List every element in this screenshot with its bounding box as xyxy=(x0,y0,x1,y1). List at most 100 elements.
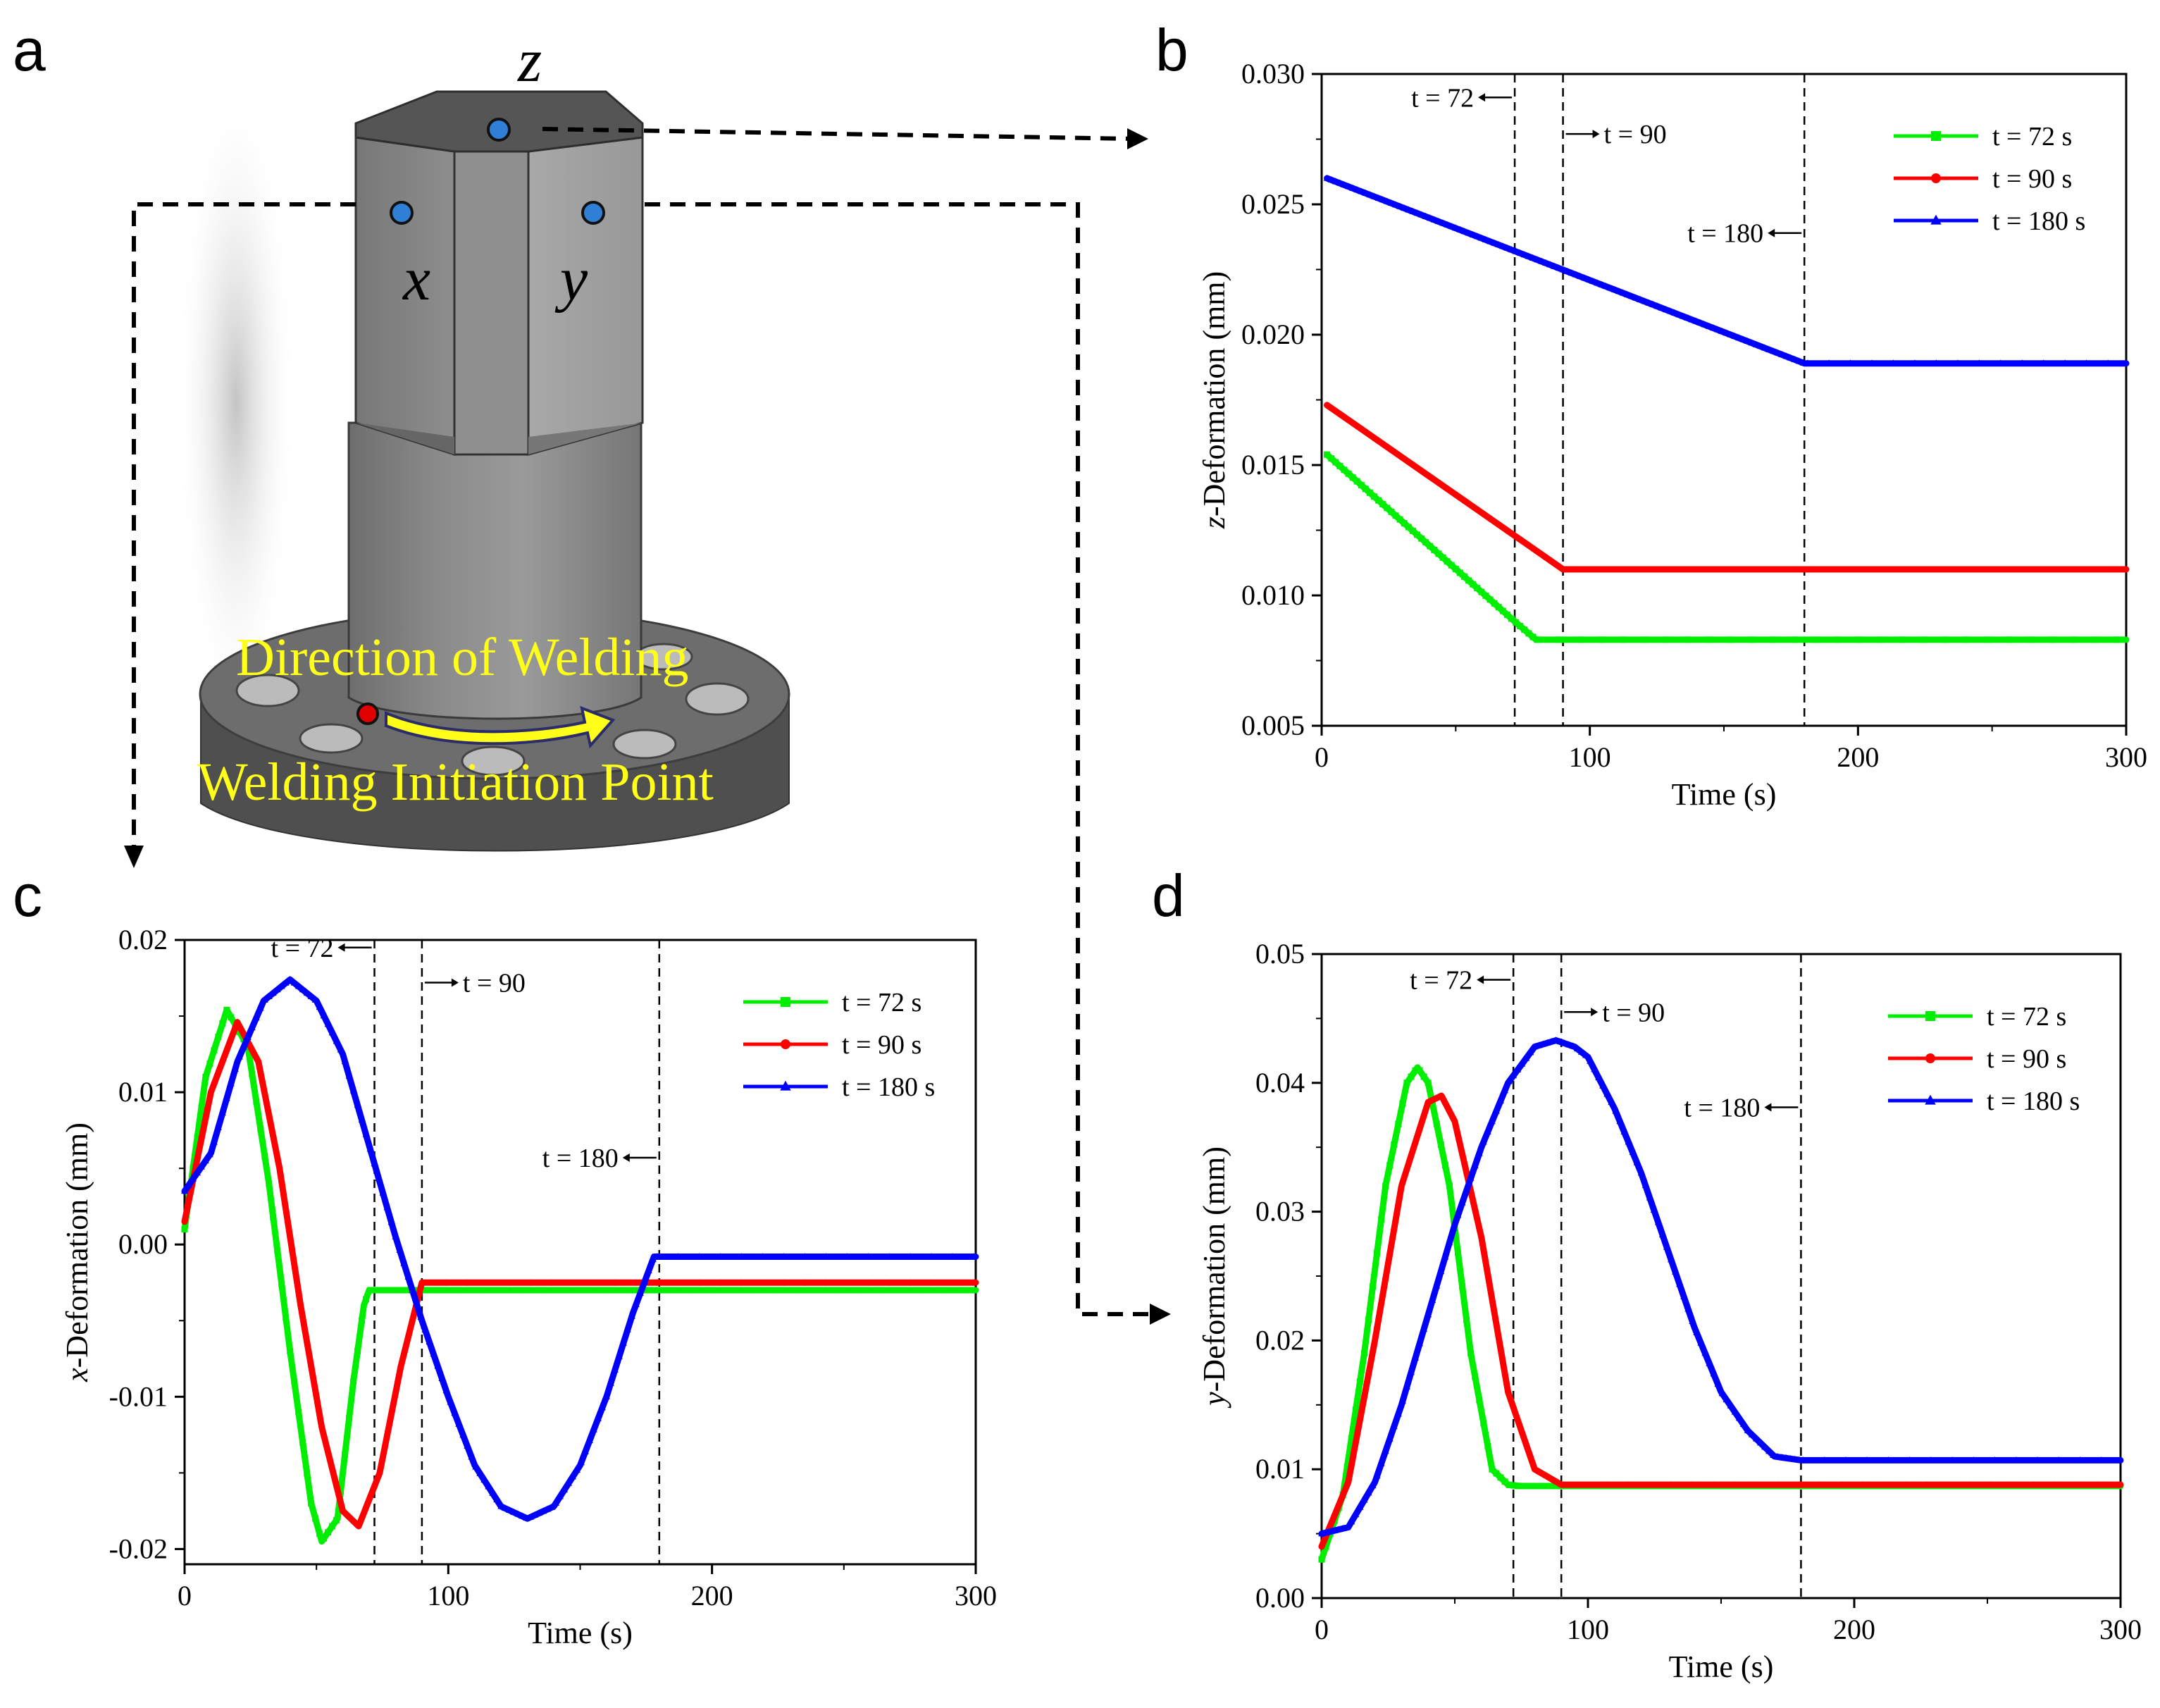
data-point xyxy=(1437,1092,1444,1099)
data-point xyxy=(1931,131,1941,141)
data-point xyxy=(1370,1283,1377,1290)
data-point xyxy=(1735,566,1742,573)
y-axis-label-rest: -Deformation (mm) xyxy=(1197,271,1231,516)
data-point xyxy=(1706,636,1713,643)
data-point xyxy=(1395,1201,1402,1208)
data-point xyxy=(1439,554,1446,561)
series-t-180-s xyxy=(1323,174,2130,367)
data-point xyxy=(1349,184,1357,191)
data-point xyxy=(198,1135,205,1142)
series-t-90-s xyxy=(181,1019,979,1530)
data-point xyxy=(1405,524,1412,531)
data-point xyxy=(2083,359,2090,366)
data-point xyxy=(1671,566,1678,573)
data-point xyxy=(759,1279,766,1286)
data-point xyxy=(321,1535,328,1542)
data-point xyxy=(1628,292,1636,299)
data-point xyxy=(1467,1350,1475,1357)
data-point xyxy=(346,1415,353,1422)
data-point xyxy=(2057,566,2064,573)
data-point xyxy=(1774,1453,1782,1460)
data-point xyxy=(1950,566,1957,573)
y-tick-label: -0.02 xyxy=(109,1533,168,1564)
data-point xyxy=(1318,1556,1325,1563)
y-tick-label: 0.015 xyxy=(1241,449,1305,481)
y-tick-label: 0.00 xyxy=(1255,1582,1305,1614)
data-point xyxy=(1662,306,1670,313)
data-point xyxy=(1318,1543,1325,1550)
data-point xyxy=(1327,175,1335,182)
data-point xyxy=(1484,1271,1491,1278)
data-point xyxy=(1332,178,1339,185)
data-point xyxy=(540,1287,547,1294)
data-point xyxy=(1930,214,1942,225)
data-point xyxy=(270,1213,277,1220)
data-point xyxy=(1430,216,1438,223)
data-point xyxy=(252,1014,260,1021)
legend-label: t = 90 s xyxy=(1992,164,2072,194)
data-point xyxy=(502,1504,509,1511)
data-point xyxy=(1625,1481,1632,1488)
data-point xyxy=(1374,1325,1381,1332)
data-point xyxy=(590,1425,597,1432)
y-tick-label: 0.04 xyxy=(1255,1067,1305,1099)
data-point xyxy=(1446,1239,1453,1246)
data-point xyxy=(202,1073,209,1080)
data-point xyxy=(628,1312,635,1319)
legend-label: t = 72 s xyxy=(1992,122,2072,151)
annotation-arrowhead xyxy=(1764,1103,1772,1112)
data-point xyxy=(1480,1246,1487,1254)
data-point xyxy=(1480,1419,1487,1426)
data-point xyxy=(371,1160,378,1167)
data-point xyxy=(1388,199,1395,206)
data-point xyxy=(1688,316,1696,323)
data-point xyxy=(636,1289,644,1297)
legend-label: t = 180 s xyxy=(842,1072,935,1102)
bolt-hole xyxy=(299,723,364,754)
data-point xyxy=(1838,1481,1845,1488)
data-point xyxy=(383,1432,390,1439)
data-point xyxy=(1748,339,1756,346)
data-point xyxy=(1409,527,1416,534)
x-tick-label: 0 xyxy=(1315,741,1329,773)
y-axis-label-var: y xyxy=(1197,1392,1231,1409)
data-point xyxy=(1435,550,1442,557)
time-annotation: t = 180 xyxy=(542,1144,619,1173)
data-point xyxy=(1739,1421,1747,1428)
data-point xyxy=(1778,566,1785,573)
data-point xyxy=(1491,239,1498,246)
data-point xyxy=(278,1179,285,1186)
data-point xyxy=(1633,1158,1641,1165)
data-point xyxy=(2097,1456,2105,1463)
data-point xyxy=(304,1338,311,1345)
data-point xyxy=(1560,1039,1568,1046)
data-point xyxy=(1925,1011,1935,1021)
data-point xyxy=(413,1287,420,1294)
data-point xyxy=(1348,1435,1355,1442)
data-point xyxy=(1692,566,1699,573)
data-point xyxy=(1577,272,1584,279)
data-point xyxy=(941,1287,948,1294)
data-point xyxy=(417,1283,424,1290)
data-point xyxy=(1907,566,1914,573)
data-point xyxy=(1594,279,1601,286)
data-point xyxy=(1522,1054,1530,1061)
data-point xyxy=(215,1033,222,1040)
data-point xyxy=(312,1387,319,1394)
data-point xyxy=(346,1514,353,1521)
data-point xyxy=(1378,1300,1385,1307)
data-point xyxy=(1684,314,1692,321)
data-point xyxy=(1582,1481,1589,1488)
data-point xyxy=(1606,284,1614,291)
time-annotation: t = 72 xyxy=(271,934,334,963)
data-point xyxy=(455,1287,462,1294)
data-point xyxy=(489,1489,497,1496)
data-point xyxy=(1538,257,1546,264)
data-point xyxy=(283,1314,290,1321)
data-point xyxy=(2027,636,2034,643)
data-point xyxy=(261,1153,268,1160)
data-point xyxy=(1949,1456,1956,1463)
data-point xyxy=(1885,1456,1892,1463)
data-point xyxy=(294,982,302,989)
panel-d-y-deformation-chart: d 0 100 200 300 0.00 0.01 0.02 0.03 0.04 0.05 Time… xyxy=(1152,862,2142,1684)
